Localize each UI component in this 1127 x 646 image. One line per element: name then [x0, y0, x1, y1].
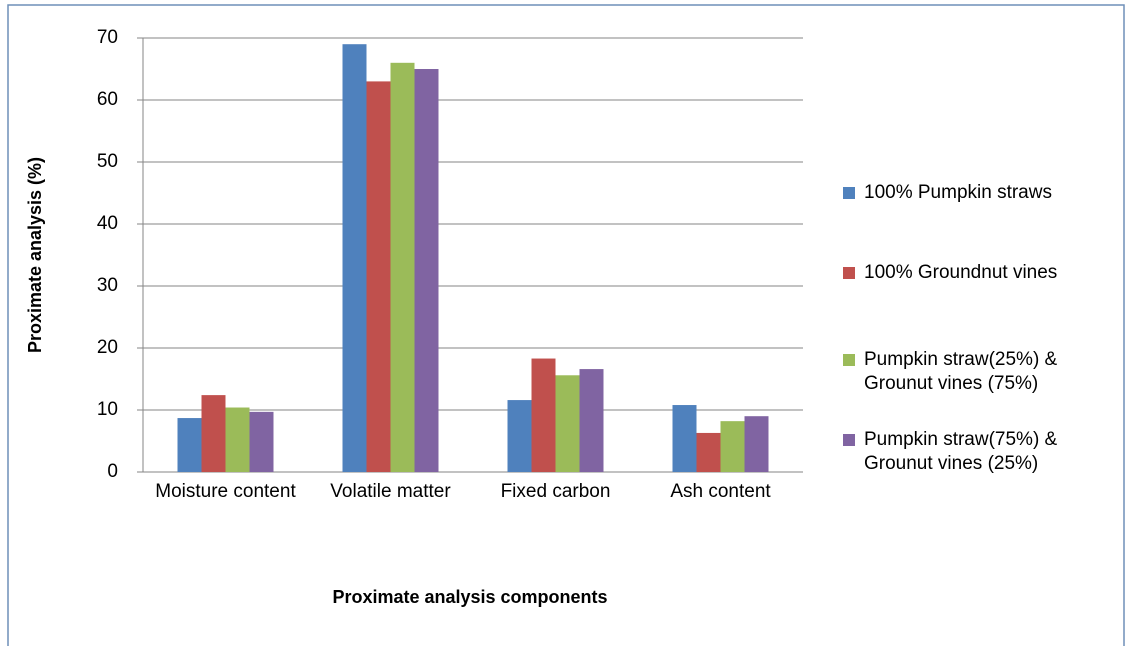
bar — [249, 411, 274, 472]
bar — [342, 44, 367, 472]
y-tick-label: 20 — [96, 337, 118, 358]
y-tick-label: 50 — [96, 151, 118, 172]
x-tick-label: Moisture content — [155, 481, 296, 502]
legend-label: Pumpkin straw(25%) & Grounut vines (75%) — [864, 349, 1058, 394]
legend-swatch — [843, 354, 855, 366]
y-tick-label: 60 — [96, 89, 118, 110]
y-axis-title: Proximate analysis (%) — [25, 156, 45, 354]
bar — [579, 369, 604, 472]
legend-swatch — [843, 187, 855, 199]
bar — [414, 69, 439, 472]
y-tick-label: 10 — [96, 399, 118, 420]
y-tick-label: 0 — [107, 461, 118, 482]
legend-swatch — [843, 267, 855, 279]
bar — [744, 416, 769, 472]
x-axis-title: Proximate analysis components — [332, 587, 608, 607]
chart-frame — [7, 4, 1125, 646]
x-tick-label: Fixed carbon — [500, 481, 611, 502]
bar — [720, 421, 745, 472]
bar — [531, 358, 556, 472]
y-tick-label: 30 — [96, 275, 118, 296]
legend-label: Pumpkin straw(75%) & Grounut vines (25%) — [864, 429, 1058, 474]
y-tick-label: 40 — [96, 213, 118, 234]
legend-label: 100% Groundnut vines — [864, 262, 1058, 283]
legend-swatch — [843, 434, 855, 446]
x-tick-label: Volatile matter — [330, 481, 451, 502]
bar — [390, 62, 415, 473]
bar — [555, 375, 580, 472]
bar — [672, 405, 697, 472]
bar — [225, 407, 250, 472]
bar — [177, 418, 202, 472]
bar — [507, 400, 532, 472]
legend-label: 100% Pumpkin straws — [864, 182, 1052, 203]
x-tick-label: Ash content — [670, 481, 771, 502]
bar — [696, 432, 721, 472]
bar — [201, 395, 226, 472]
bar — [366, 81, 391, 473]
y-tick-label: 70 — [96, 27, 118, 48]
